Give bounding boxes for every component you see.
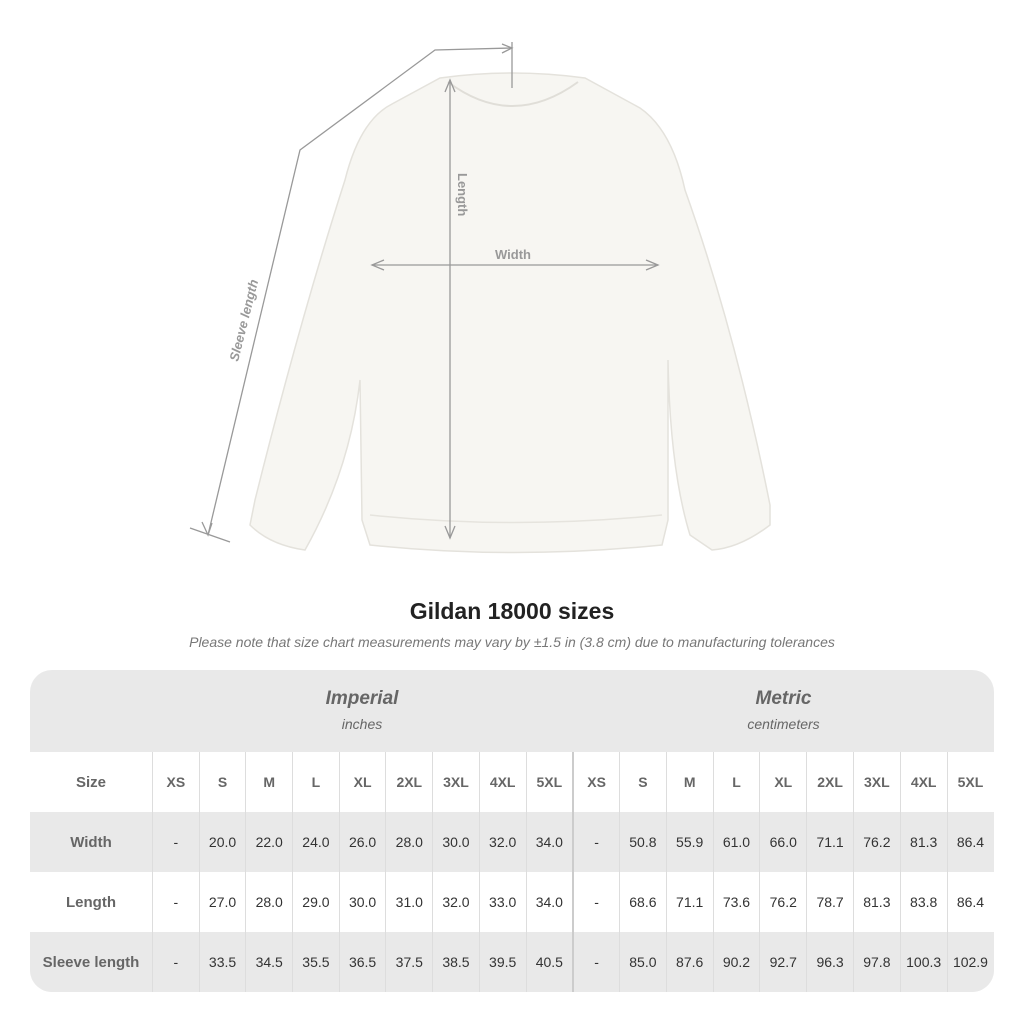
metric-cell: S bbox=[618, 752, 666, 812]
imperial-cell: S bbox=[198, 752, 246, 812]
row-label: Size bbox=[75, 773, 106, 791]
metric-cell: L bbox=[712, 752, 760, 812]
metric-cell: 76.2 bbox=[759, 872, 806, 932]
imperial-cell: L bbox=[292, 752, 339, 812]
header-row: Size XS S M L XL 2XL 3XL 4XL 5XL XS S M L XL 2XL 3XL 4XL 5… bbox=[30, 752, 994, 812]
imperial-cell: 22.0 bbox=[245, 812, 292, 872]
imperial-title: Imperial bbox=[325, 688, 399, 709]
imperial-cell: 29.0 bbox=[292, 872, 339, 932]
imperial-unit: inches bbox=[341, 716, 383, 732]
metric-cell: 61.0 bbox=[712, 812, 760, 872]
metric-cell: 4XL bbox=[899, 752, 947, 812]
metric-cell: 81.3 bbox=[852, 872, 900, 932]
imperial-cell: 28.0 bbox=[385, 812, 432, 872]
metric-cell: 78.7 bbox=[806, 872, 853, 932]
imperial-cell: 38.5 bbox=[432, 932, 479, 992]
metric-cell: 71.1 bbox=[665, 872, 713, 932]
metric-cell: 55.9 bbox=[665, 812, 713, 872]
metric-cell: 81.3 bbox=[899, 812, 947, 872]
imperial-cell: 32.0 bbox=[432, 872, 479, 932]
metric-cell: XS bbox=[572, 752, 619, 812]
imperial-cell: M bbox=[245, 752, 292, 812]
metric-cell: 2XL bbox=[806, 752, 853, 812]
tolerance-note: Please note that size chart measurements… bbox=[189, 634, 835, 650]
imperial-cell: 36.5 bbox=[338, 932, 386, 992]
chart-title: Gildan 18000 sizes bbox=[409, 598, 615, 624]
metric-cell: 71.1 bbox=[806, 812, 853, 872]
metric-cell: XL bbox=[759, 752, 806, 812]
sweatshirt-diagram: Length Width Sleeve length bbox=[189, 42, 771, 554]
metric-cell: 86.4 bbox=[946, 812, 994, 872]
imperial-header: Imperial inches bbox=[152, 670, 572, 752]
metric-cell: 96.3 bbox=[806, 932, 853, 992]
metric-title: Metric bbox=[755, 688, 812, 709]
imperial-cell: 33.5 bbox=[198, 932, 246, 992]
sleeve-line bbox=[207, 47, 513, 536]
metric-header: Metric centimeters bbox=[573, 670, 994, 752]
table-row: Length -27.0 28.0 29.0 30.0 31.0 32.0 33.0 34.0-… bbox=[30, 872, 994, 932]
metric-cell: 87.6 bbox=[665, 932, 713, 992]
metric-cell: - bbox=[572, 872, 619, 932]
imperial-cell: 34.0 bbox=[525, 812, 573, 872]
metric-cell: 50.8 bbox=[618, 812, 666, 872]
imperial-cell: 26.0 bbox=[338, 812, 386, 872]
imperial-cell: 33.0 bbox=[478, 872, 526, 932]
imperial-cell: - bbox=[152, 932, 199, 992]
sleeve-length-label: Sleeve length bbox=[226, 278, 261, 363]
row-label: Sleeve length bbox=[42, 953, 140, 971]
imperial-cell: 34.0 bbox=[525, 872, 573, 932]
metric-cell: M bbox=[665, 752, 713, 812]
metric-cell: 85.0 bbox=[618, 932, 666, 992]
metric-cell: 3XL bbox=[852, 752, 900, 812]
imperial-cell: XS bbox=[152, 752, 199, 812]
metric-cell: 73.6 bbox=[712, 872, 760, 932]
imperial-cell: 2XL bbox=[385, 752, 432, 812]
metric-cell: 76.2 bbox=[852, 812, 900, 872]
imperial-cell: 40.5 bbox=[525, 932, 573, 992]
imperial-cell: 32.0 bbox=[478, 812, 526, 872]
imperial-cell: - bbox=[152, 812, 199, 872]
length-label: Length bbox=[455, 173, 470, 216]
metric-cell: 100.3 bbox=[899, 932, 947, 992]
imperial-cell: 20.0 bbox=[198, 812, 246, 872]
imperial-cell: 30.0 bbox=[432, 812, 479, 872]
size-table: Imperial inches Metric centimeters Size X… bbox=[30, 670, 994, 992]
imperial-cell: 30.0 bbox=[338, 872, 386, 932]
imperial-cell: 34.5 bbox=[245, 932, 292, 992]
imperial-cell: 24.0 bbox=[292, 812, 339, 872]
metric-cell: 102.9 bbox=[946, 932, 994, 992]
metric-cell: - bbox=[572, 932, 619, 992]
metric-cell: 5XL bbox=[946, 752, 994, 812]
imperial-cell: XL bbox=[338, 752, 386, 812]
imperial-cell: - bbox=[152, 872, 199, 932]
row-label: Length bbox=[66, 893, 116, 911]
table-row: Width -20.0 22.0 24.0 26.0 28.0 30.0 32.0 34.0-5… bbox=[30, 812, 994, 872]
imperial-cell: 39.5 bbox=[478, 932, 526, 992]
metric-unit: centimeters bbox=[747, 716, 820, 732]
metric-cell: 90.2 bbox=[712, 932, 760, 992]
sweatshirt-image bbox=[249, 72, 771, 554]
metric-cell: 66.0 bbox=[759, 812, 806, 872]
imperial-cell: 31.0 bbox=[385, 872, 432, 932]
imperial-cell: 28.0 bbox=[245, 872, 292, 932]
imperial-cell: 4XL bbox=[478, 752, 526, 812]
imperial-cell: 5XL bbox=[525, 752, 573, 812]
metric-cell: - bbox=[572, 812, 619, 872]
metric-cell: 86.4 bbox=[946, 872, 994, 932]
table-row: Sleeve length -33.5 34.5 35.5 36.5 37.5 38.5 39… bbox=[30, 932, 994, 992]
imperial-cell: 37.5 bbox=[385, 932, 432, 992]
metric-cell: 68.6 bbox=[618, 872, 666, 932]
width-label: Width bbox=[495, 247, 531, 262]
metric-cell: 83.8 bbox=[899, 872, 947, 932]
metric-cell: 97.8 bbox=[852, 932, 900, 992]
metric-cell: 92.7 bbox=[759, 932, 806, 992]
imperial-cell: 27.0 bbox=[198, 872, 246, 932]
imperial-cell: 3XL bbox=[432, 752, 479, 812]
row-label: Width bbox=[70, 833, 112, 851]
imperial-cell: 35.5 bbox=[292, 932, 339, 992]
